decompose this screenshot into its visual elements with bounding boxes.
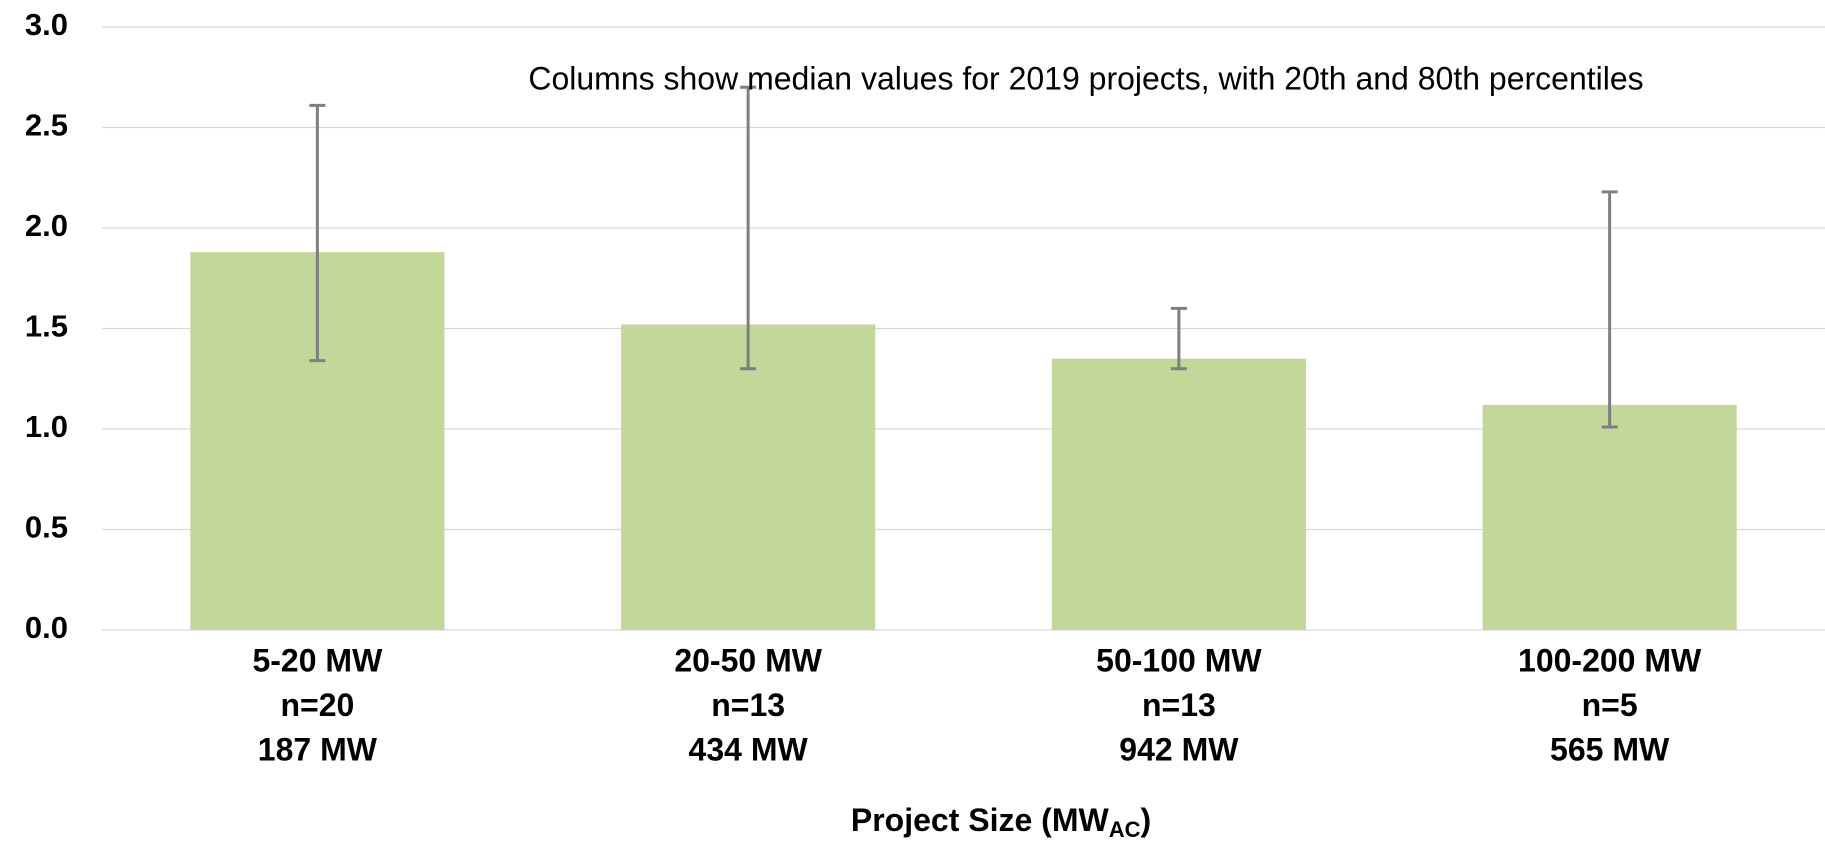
x-axis-label-text: Project Size (MW — [851, 802, 1110, 838]
y-tick-label: 0.0 — [25, 610, 68, 645]
y-tick-label: 2.5 — [25, 108, 68, 143]
x-tick-label: n=20 — [280, 687, 354, 723]
x-axis-label-suffix: ) — [1140, 802, 1151, 838]
x-tick-label: 187 MW — [258, 731, 378, 767]
x-tick-label: 100-200 MW — [1518, 642, 1702, 678]
bar — [621, 324, 876, 630]
x-tick-label: 5-20 MW — [252, 642, 383, 678]
x-axis-label: Project Size (MWAC) — [851, 802, 1151, 841]
bar — [1482, 404, 1737, 630]
bar — [1051, 358, 1306, 630]
x-tick-label: 20-50 MW — [674, 642, 822, 678]
y-tick-label: 3.0 — [25, 7, 68, 42]
x-tick-label: 942 MW — [1119, 731, 1239, 767]
y-tick-label: 1.5 — [25, 309, 68, 344]
x-tick-label: n=5 — [1582, 687, 1638, 723]
x-axis-label-subscript: AC — [1109, 817, 1141, 842]
x-tick-label: 565 MW — [1550, 731, 1670, 767]
x-tick-label: n=13 — [711, 687, 785, 723]
x-tick-label: n=13 — [1142, 687, 1216, 723]
x-tick-label: 50-100 MW — [1096, 642, 1262, 678]
y-tick-label: 2.0 — [25, 208, 68, 243]
annotation: Columns show median values for 2019 proj… — [528, 60, 1643, 96]
y-tick-label: 0.5 — [25, 510, 68, 545]
y-tick-label: 1.0 — [25, 409, 68, 444]
x-tick-label: 434 MW — [689, 731, 809, 767]
